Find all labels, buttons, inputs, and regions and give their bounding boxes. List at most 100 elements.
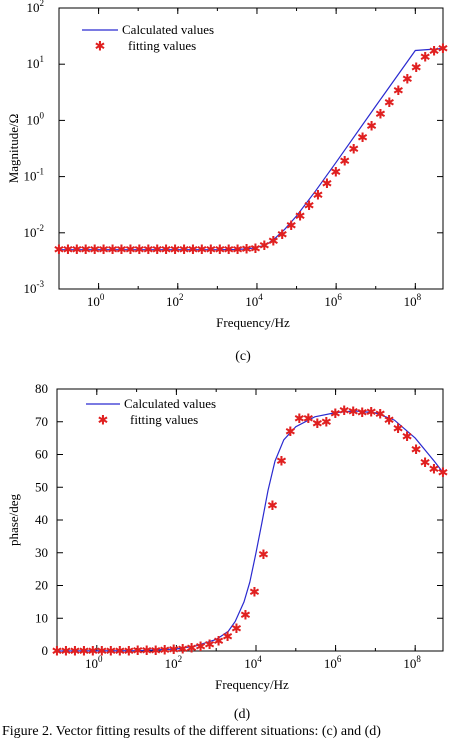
fitting-point: ✱ bbox=[249, 586, 260, 601]
legend-label-calculated: Calculated values bbox=[124, 396, 216, 411]
series-line-calculated-values bbox=[56, 410, 444, 652]
x-tick-label: 100 bbox=[87, 292, 105, 309]
panel-label: (c) bbox=[235, 349, 251, 364]
y-tick-label: 10-2 bbox=[24, 223, 45, 240]
fitting-point: ✱ bbox=[87, 645, 98, 660]
fitting-point: ✱ bbox=[96, 645, 107, 660]
fitting-point: ✱ bbox=[179, 243, 190, 258]
x-tick-label: 102 bbox=[166, 292, 184, 309]
fitting-point: ✱ bbox=[321, 177, 332, 192]
legend-marker-swatch: ✱ bbox=[95, 40, 106, 55]
fitting-point: ✱ bbox=[105, 645, 116, 660]
figure-caption: Figure 2. Vector fitting results of the … bbox=[2, 724, 381, 739]
fitting-point: ✱ bbox=[286, 219, 297, 234]
y-tick-label: 70 bbox=[35, 414, 48, 429]
y-tick-label: 101 bbox=[27, 54, 45, 71]
fitting-point: ✱ bbox=[205, 243, 216, 258]
x-tick-label: 100 bbox=[85, 654, 103, 671]
fitting-point: ✱ bbox=[143, 243, 154, 258]
fitting-point: ✱ bbox=[411, 443, 422, 458]
x-tick-label: 104 bbox=[244, 654, 262, 671]
fitting-point: ✱ bbox=[240, 608, 251, 623]
fitting-point: ✱ bbox=[116, 243, 127, 258]
legend-label-fitting: fitting values bbox=[130, 412, 198, 427]
fitting-point: ✱ bbox=[61, 645, 72, 660]
fitting-point: ✱ bbox=[330, 407, 341, 422]
fitting-point: ✱ bbox=[231, 622, 242, 637]
fitting-point: ✱ bbox=[438, 42, 449, 57]
fitting-point: ✱ bbox=[312, 417, 323, 432]
y-tick-label: 60 bbox=[35, 447, 48, 462]
y-tick-label: 30 bbox=[35, 545, 48, 560]
fitting-point: ✱ bbox=[170, 243, 181, 258]
fitting-point: ✱ bbox=[420, 456, 431, 471]
fitting-point: ✱ bbox=[134, 243, 145, 258]
fitting-point: ✱ bbox=[141, 644, 152, 659]
plot-frame bbox=[58, 7, 444, 290]
legend-label-fitting: fitting values bbox=[128, 38, 196, 53]
fitting-point: ✱ bbox=[204, 638, 215, 653]
y-axis-label: Magnitude/Ω bbox=[6, 114, 21, 184]
fitting-point: ✱ bbox=[214, 243, 225, 258]
fitting-point: ✱ bbox=[384, 414, 395, 429]
fitting-point: ✱ bbox=[429, 45, 440, 60]
fitting-point: ✱ bbox=[366, 119, 377, 134]
fitting-point: ✱ bbox=[357, 131, 368, 146]
y-tick-label: 10 bbox=[35, 610, 48, 625]
fitting-point: ✱ bbox=[339, 404, 350, 419]
y-tick-label: 100 bbox=[27, 110, 45, 127]
fitting-point: ✱ bbox=[303, 412, 314, 427]
y-tick-label: 50 bbox=[35, 479, 48, 494]
fitting-point: ✱ bbox=[411, 61, 422, 76]
fitting-point: ✱ bbox=[78, 645, 89, 660]
x-tick-label: 108 bbox=[404, 292, 422, 309]
x-axis-label: Frequency/Hz bbox=[216, 315, 290, 330]
fitting-point: ✱ bbox=[366, 405, 377, 420]
fitting-point: ✱ bbox=[241, 243, 252, 258]
fitting-point: ✱ bbox=[52, 645, 63, 660]
fitting-point: ✱ bbox=[223, 243, 234, 258]
fitting-point: ✱ bbox=[232, 243, 243, 258]
x-tick-label: 106 bbox=[324, 654, 342, 671]
fitting-point: ✱ bbox=[277, 228, 288, 243]
fitting-point: ✱ bbox=[285, 425, 296, 440]
fitting-point: ✱ bbox=[348, 405, 359, 420]
legend-marker-swatch: ✱ bbox=[98, 414, 109, 429]
panel-label: (d) bbox=[234, 707, 251, 722]
fitting-point: ✱ bbox=[250, 242, 261, 257]
y-tick-label: 20 bbox=[35, 578, 48, 593]
fitting-point: ✱ bbox=[107, 243, 118, 258]
phase-panel: 100 102 104 106 10801020304050607080✱✱✱✱✱✱✱✱… bbox=[6, 381, 448, 722]
fitting-point: ✱ bbox=[259, 239, 270, 254]
fitting-point: ✱ bbox=[89, 243, 100, 258]
fitting-point: ✱ bbox=[125, 243, 136, 258]
fitting-point: ✱ bbox=[123, 645, 134, 660]
fitting-point: ✱ bbox=[98, 243, 109, 258]
fitting-point: ✱ bbox=[213, 635, 224, 650]
fitting-point: ✱ bbox=[402, 73, 413, 88]
x-tick-label: 104 bbox=[245, 292, 263, 309]
x-axis-label: Frequency/Hz bbox=[215, 677, 289, 692]
fitting-point: ✱ bbox=[186, 642, 197, 657]
fitting-point: ✱ bbox=[71, 243, 82, 258]
magnitude-panel: 100 102 104 106 10810-310-210-1100101102✱✱✱✱… bbox=[6, 0, 448, 364]
fitting-point: ✱ bbox=[304, 199, 315, 214]
fitting-point: ✱ bbox=[375, 408, 386, 423]
y-axis-label: phase/deg bbox=[6, 494, 21, 546]
fitting-point: ✱ bbox=[339, 154, 350, 169]
fitting-point: ✱ bbox=[177, 643, 188, 658]
x-tick-label: 102 bbox=[165, 654, 183, 671]
fitting-point: ✱ bbox=[294, 412, 305, 427]
fitting-point: ✱ bbox=[313, 189, 324, 204]
x-tick-label: 108 bbox=[403, 654, 421, 671]
series-line-calculated-values bbox=[59, 47, 444, 251]
fitting-point: ✱ bbox=[195, 640, 206, 655]
fitting-point: ✱ bbox=[429, 463, 440, 478]
fitting-point: ✱ bbox=[62, 243, 73, 258]
fitting-point: ✱ bbox=[80, 243, 91, 258]
fitting-point: ✱ bbox=[375, 107, 386, 122]
fitting-point: ✱ bbox=[348, 142, 359, 157]
y-tick-label: 40 bbox=[35, 512, 48, 527]
y-tick-label: 10-1 bbox=[24, 167, 45, 184]
